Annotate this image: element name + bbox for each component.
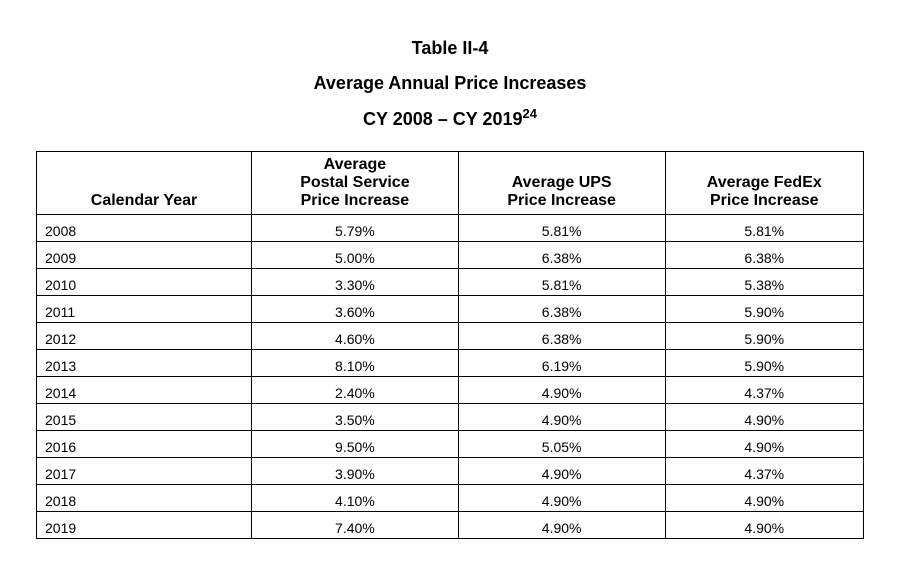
cell-postal: 3.50%: [252, 404, 459, 431]
cell-ups: 4.90%: [458, 512, 665, 539]
cell-ups: 6.38%: [458, 323, 665, 350]
cell-ups: 5.05%: [458, 431, 665, 458]
cell-fedex: 4.37%: [665, 458, 863, 485]
table-row: 20142.40%4.90%4.37%: [37, 377, 864, 404]
table-row: 20153.50%4.90%4.90%: [37, 404, 864, 431]
cell-year: 2018: [37, 485, 252, 512]
cell-fedex: 4.90%: [665, 431, 863, 458]
col-header-ups: Average UPSPrice Increase: [458, 152, 665, 215]
col-header-year: Calendar Year: [37, 152, 252, 215]
cell-fedex: 4.90%: [665, 404, 863, 431]
col-header-postal: AveragePostal ServicePrice Increase: [252, 152, 459, 215]
col-header-ups-label: Average UPSPrice Increase: [507, 174, 616, 209]
cell-fedex: 5.38%: [665, 269, 863, 296]
cell-postal: 3.60%: [252, 296, 459, 323]
cell-fedex: 6.38%: [665, 242, 863, 269]
table-row: 20184.10%4.90%4.90%: [37, 485, 864, 512]
cell-postal: 3.30%: [252, 269, 459, 296]
cell-year: 2013: [37, 350, 252, 377]
cell-year: 2015: [37, 404, 252, 431]
price-increase-table: Calendar Year AveragePostal ServicePrice…: [36, 151, 864, 539]
cell-fedex: 5.90%: [665, 323, 863, 350]
cell-postal: 4.60%: [252, 323, 459, 350]
cell-ups: 4.90%: [458, 377, 665, 404]
page: Table II-4 Average Annual Price Increase…: [0, 0, 900, 539]
cell-ups: 6.38%: [458, 296, 665, 323]
cell-year: 2010: [37, 269, 252, 296]
cell-ups: 4.90%: [458, 458, 665, 485]
table-row: 20169.50%5.05%4.90%: [37, 431, 864, 458]
cell-year: 2012: [37, 323, 252, 350]
cell-postal: 5.79%: [252, 215, 459, 242]
cell-postal: 4.10%: [252, 485, 459, 512]
cell-year: 2011: [37, 296, 252, 323]
cell-fedex: 5.81%: [665, 215, 863, 242]
table-row: 20085.79%5.81%5.81%: [37, 215, 864, 242]
cell-year: 2016: [37, 431, 252, 458]
cell-fedex: 5.90%: [665, 296, 863, 323]
col-header-fedex-label: Average FedExPrice Increase: [707, 174, 822, 209]
col-header-fedex: Average FedExPrice Increase: [665, 152, 863, 215]
cell-ups: 6.19%: [458, 350, 665, 377]
cell-postal: 5.00%: [252, 242, 459, 269]
table-body: 20085.79%5.81%5.81%20095.00%6.38%6.38%20…: [37, 215, 864, 539]
cell-postal: 2.40%: [252, 377, 459, 404]
col-header-postal-label: AveragePostal ServicePrice Increase: [300, 156, 409, 209]
cell-ups: 4.90%: [458, 485, 665, 512]
title-line-2: Average Annual Price Increases: [36, 69, 864, 98]
title-line-3: CY 2008 – CY 201924: [36, 104, 864, 134]
table-row: 20197.40%4.90%4.90%: [37, 512, 864, 539]
table-row: 20095.00%6.38%6.38%: [37, 242, 864, 269]
cell-postal: 3.90%: [252, 458, 459, 485]
cell-fedex: 5.90%: [665, 350, 863, 377]
cell-fedex: 4.37%: [665, 377, 863, 404]
table-header-row: Calendar Year AveragePostal ServicePrice…: [37, 152, 864, 215]
cell-ups: 5.81%: [458, 269, 665, 296]
cell-fedex: 4.90%: [665, 512, 863, 539]
table-row: 20138.10%6.19%5.90%: [37, 350, 864, 377]
table-row: 20113.60%6.38%5.90%: [37, 296, 864, 323]
cell-ups: 5.81%: [458, 215, 665, 242]
table-title-block: Table II-4 Average Annual Price Increase…: [36, 34, 864, 133]
table-row: 20103.30%5.81%5.38%: [37, 269, 864, 296]
cell-fedex: 4.90%: [665, 485, 863, 512]
cell-year: 2009: [37, 242, 252, 269]
cell-year: 2008: [37, 215, 252, 242]
cell-postal: 7.40%: [252, 512, 459, 539]
col-header-year-label: Calendar Year: [91, 192, 197, 209]
cell-ups: 6.38%: [458, 242, 665, 269]
title-line-1: Table II-4: [36, 34, 864, 63]
cell-year: 2019: [37, 512, 252, 539]
cell-postal: 8.10%: [252, 350, 459, 377]
cell-year: 2014: [37, 377, 252, 404]
cell-year: 2017: [37, 458, 252, 485]
title-footnote-marker: 24: [523, 106, 537, 121]
cell-postal: 9.50%: [252, 431, 459, 458]
cell-ups: 4.90%: [458, 404, 665, 431]
table-row: 20124.60%6.38%5.90%: [37, 323, 864, 350]
table-row: 20173.90%4.90%4.37%: [37, 458, 864, 485]
title-line-3-text: CY 2008 – CY 2019: [363, 109, 522, 129]
